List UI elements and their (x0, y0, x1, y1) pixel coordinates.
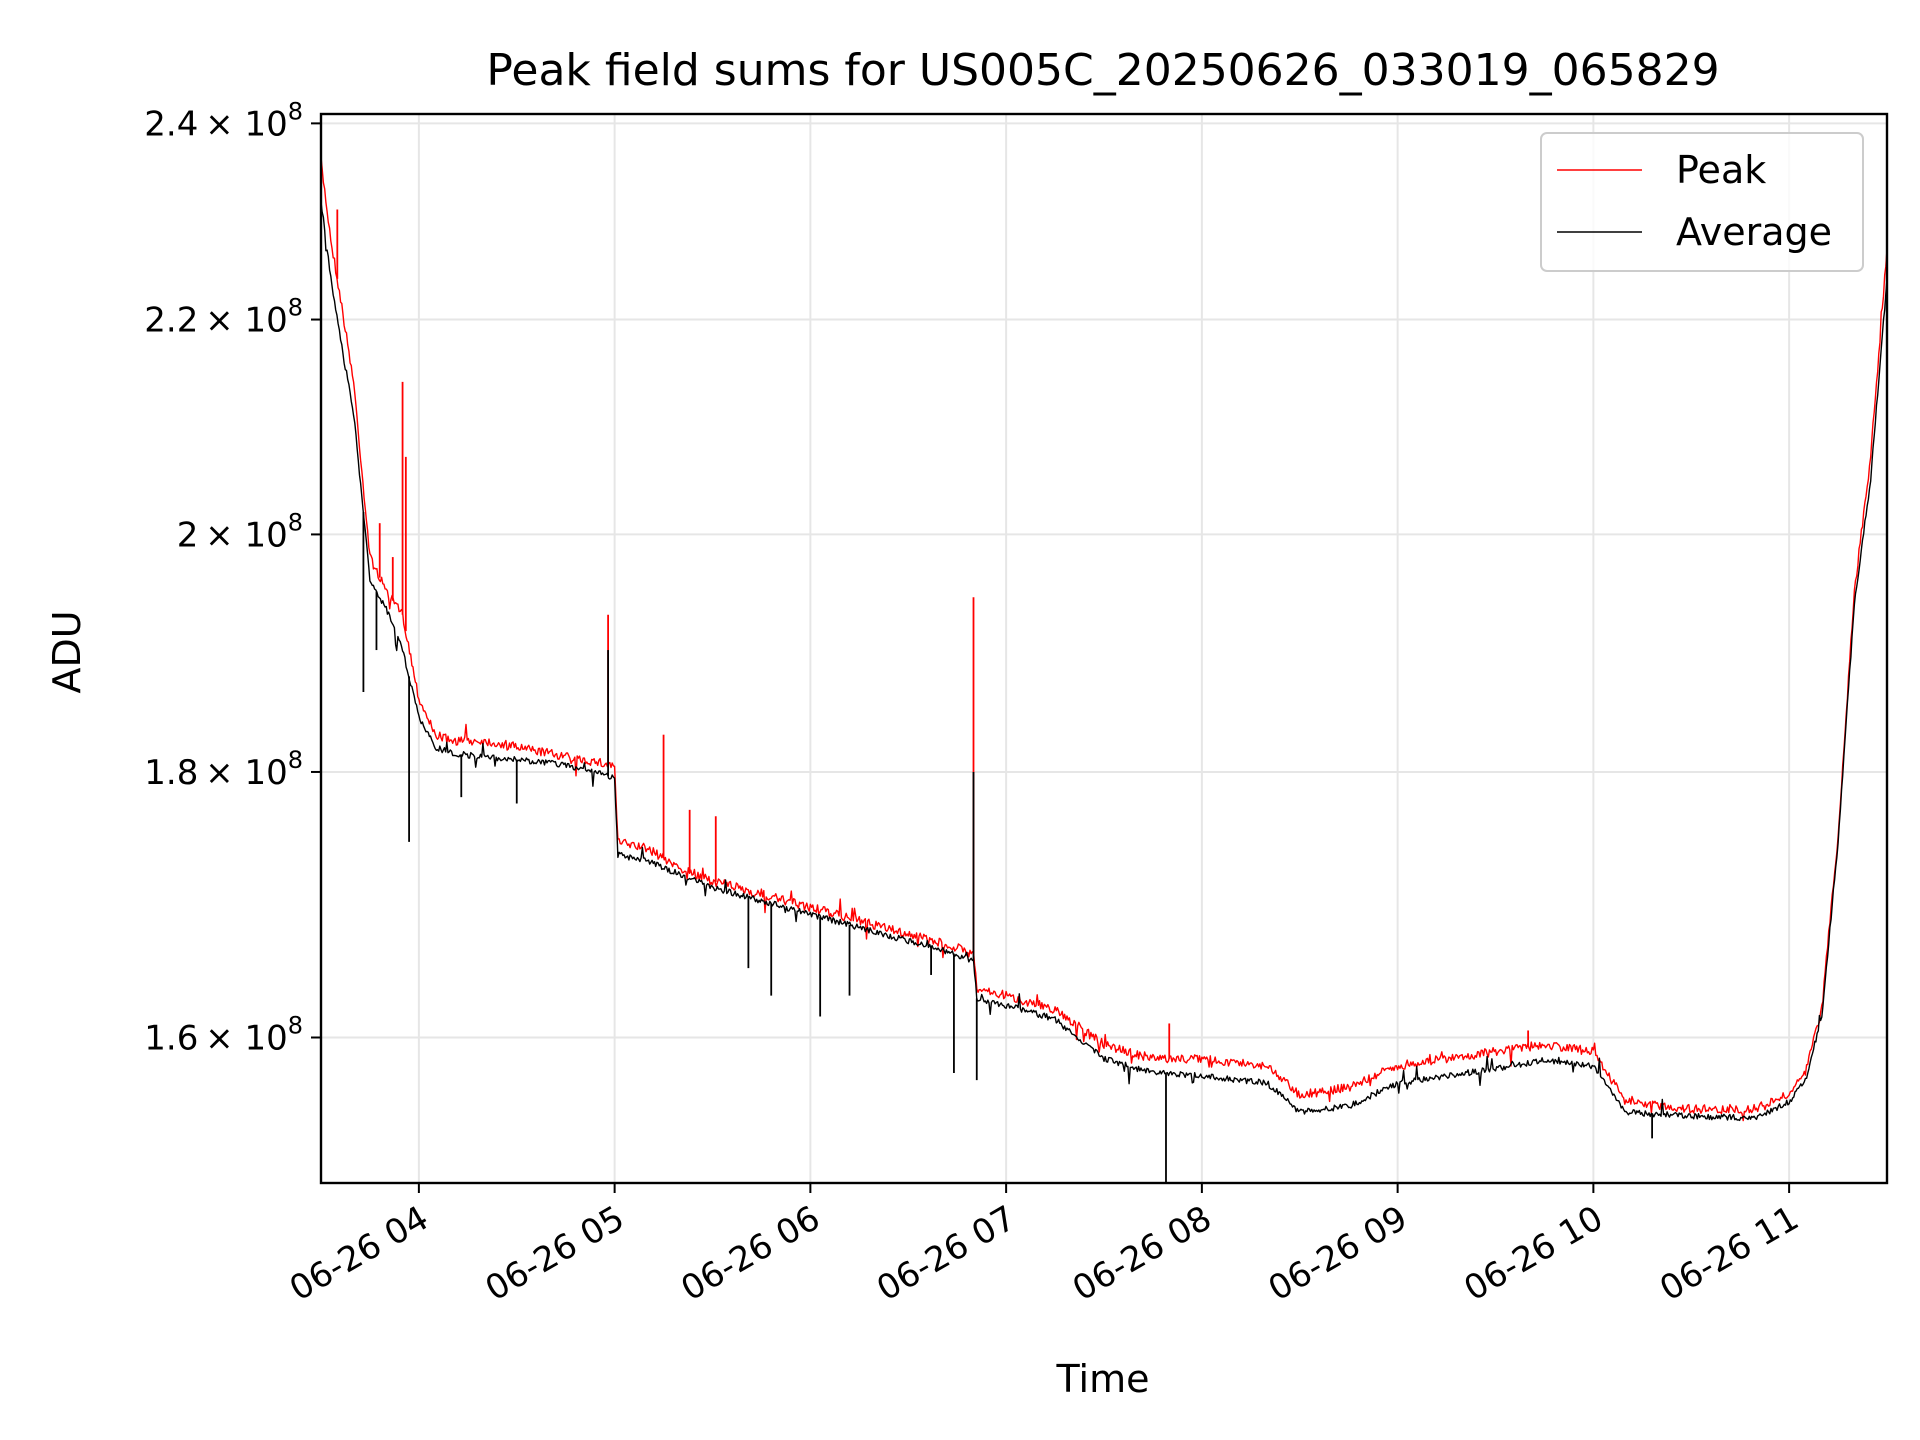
series-line-average (320, 201, 1888, 1122)
y-tick-label: 1.6 × 108 (144, 1011, 303, 1058)
y-tick-label: 2.4 × 108 (144, 97, 303, 144)
legend-label-average: Average (1676, 210, 1832, 254)
grid-lines (321, 114, 1887, 1183)
y-tick-label: 2 × 108 (177, 508, 303, 555)
y-tick-label: 2.2 × 108 (144, 294, 303, 341)
plot-frame (319, 112, 1889, 1185)
y-axis-ticks: 2.4 × 108 2.2 × 108 2 × 108 1.8 × 108 1.6 × … (144, 97, 321, 1058)
legend-box (1540, 132, 1864, 272)
y-axis-label: ADU (45, 610, 89, 693)
series-layer (320, 114, 1888, 1183)
legend-label-peak: Peak (1676, 148, 1766, 192)
series-line-peak (320, 156, 1888, 1122)
chart-title: Peak field sums for US005C_20250626_0330… (486, 45, 1719, 96)
x-axis-label: Time (1056, 1357, 1150, 1401)
legend: Peak Average (1540, 132, 1864, 272)
y-tick-label: 1.8 × 108 (144, 746, 303, 793)
